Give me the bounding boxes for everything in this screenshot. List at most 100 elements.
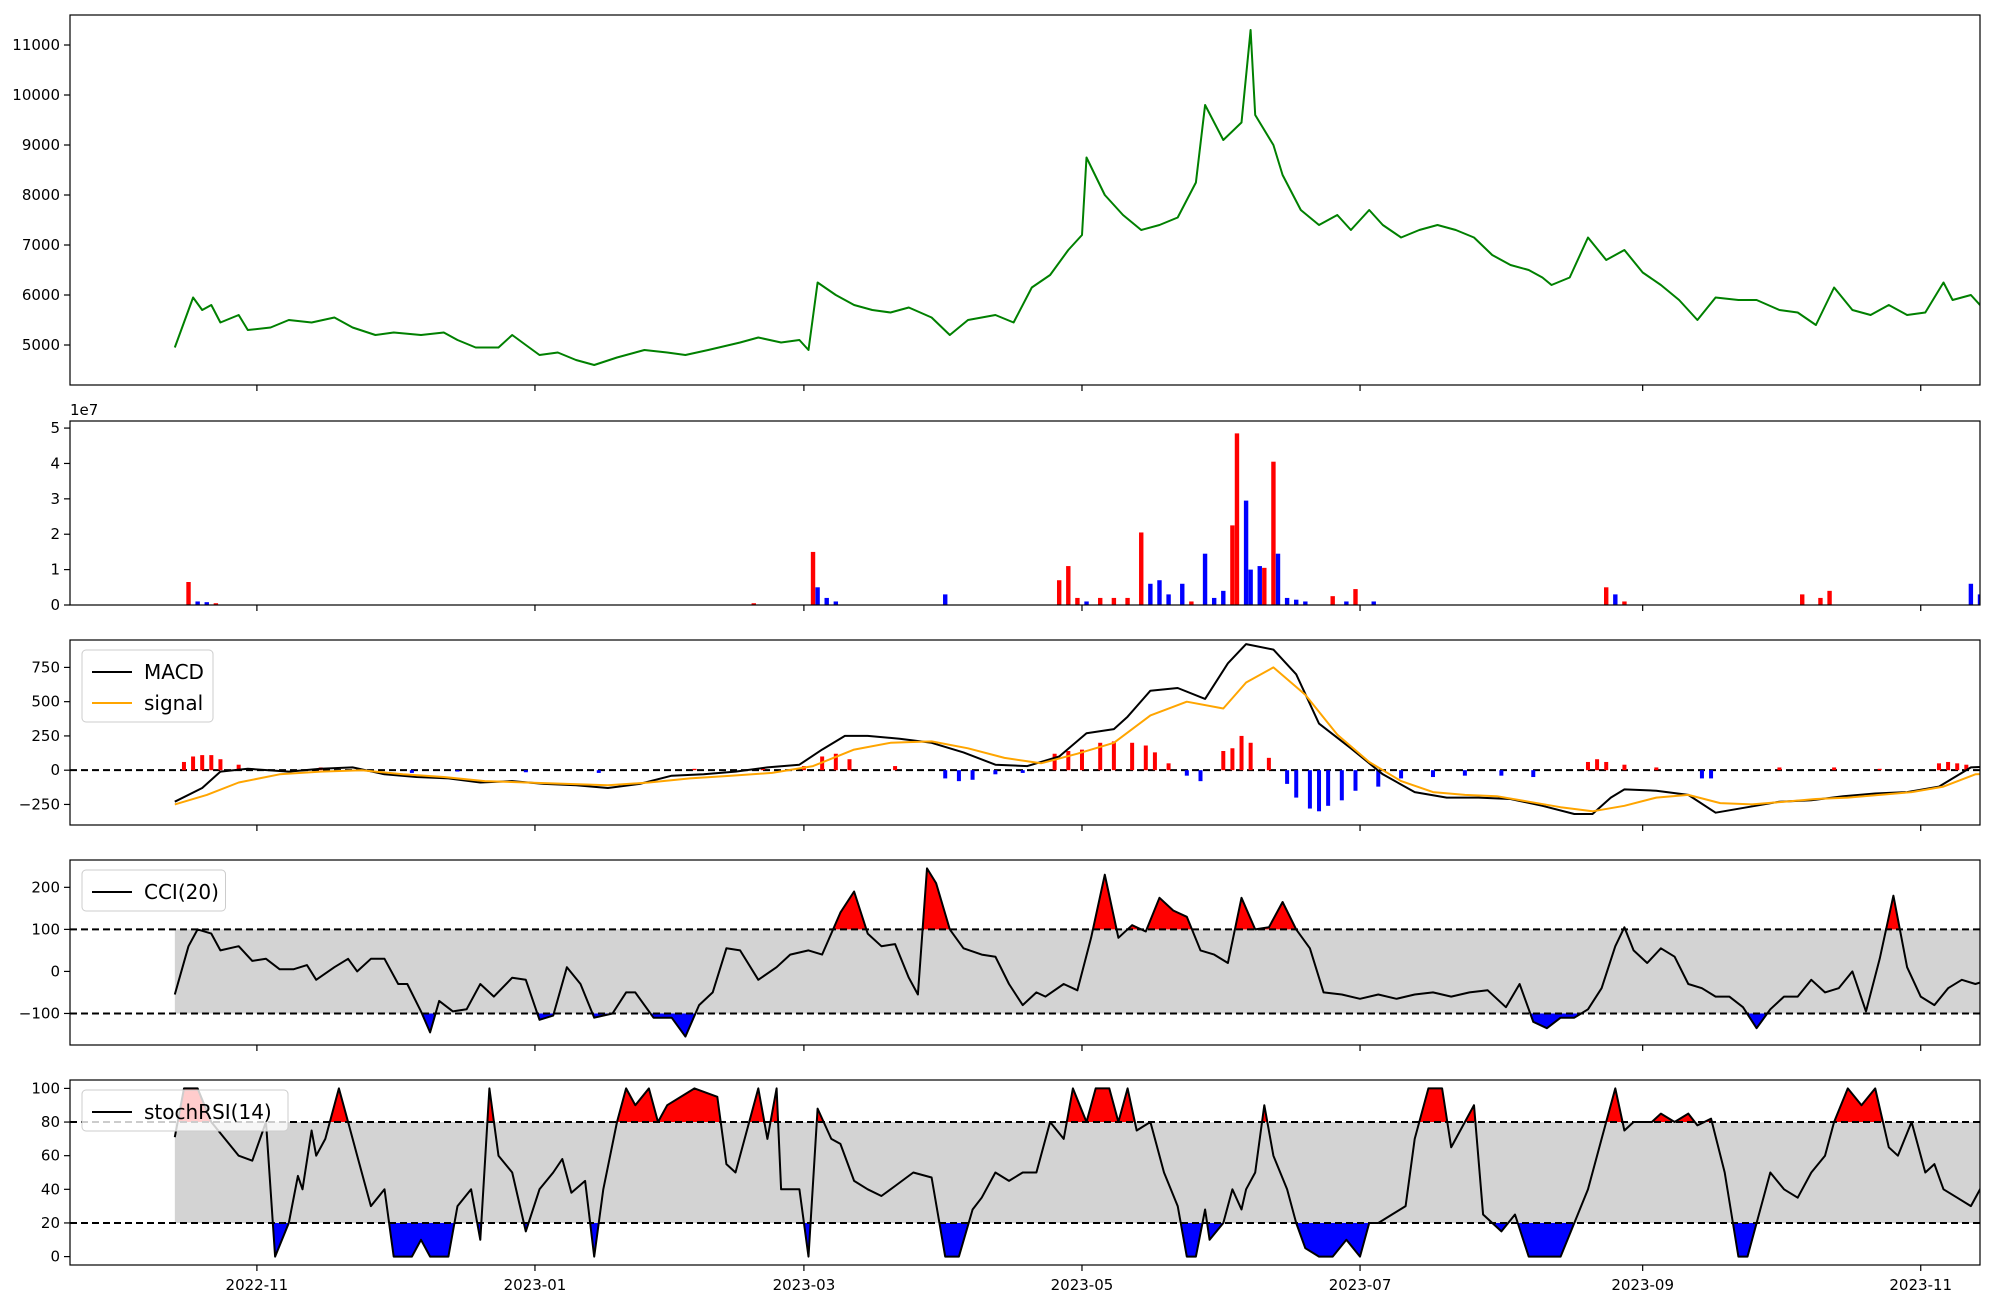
macd-panel: −250 0 250 500 750 MACD signal <box>19 639 1981 831</box>
macd-histogram-bar <box>1111 741 1116 771</box>
volume-bar <box>1371 601 1376 605</box>
volume-bar <box>1221 590 1226 605</box>
volume-y-tick-label: 2 <box>50 525 60 543</box>
volume-bar <box>1604 587 1609 605</box>
macd-series-line <box>174 643 1980 815</box>
macd-legend-label: MACD <box>144 660 204 684</box>
volume-bar <box>1284 597 1290 605</box>
macd-histogram-bar <box>1699 770 1704 779</box>
cci-y-tick-label: −100 <box>19 1004 60 1022</box>
macd-histogram-bar <box>1166 763 1171 771</box>
macd-histogram-bar <box>409 770 414 773</box>
macd-histogram-bar <box>1020 770 1025 773</box>
volume-bar <box>1084 601 1089 605</box>
macd-histogram-bar <box>847 759 852 771</box>
macd-histogram-bar <box>1326 770 1331 806</box>
price-y-tick-label: 9000 <box>22 136 60 154</box>
macd-histogram-bar <box>692 768 697 771</box>
price-axes-frame <box>69 14 1981 386</box>
x-tick-label: 2022-11 <box>226 1276 289 1294</box>
volume-bar <box>1271 461 1276 605</box>
volume-bar <box>1148 583 1153 605</box>
stochrsi-legend-label: stochRSI(14) <box>144 1100 272 1124</box>
macd-histogram-bar <box>1143 745 1148 771</box>
macd-histogram-bar <box>191 756 196 771</box>
volume-bar <box>943 594 948 605</box>
price-y-tick-label: 7000 <box>22 236 60 254</box>
volume-bar <box>1330 596 1335 605</box>
price-y-tick-label: 8000 <box>22 186 60 204</box>
volume-bar <box>1294 599 1299 605</box>
stochrsi-y-tick-label: 100 <box>31 1079 60 1097</box>
macd-axes-frame <box>69 639 1981 826</box>
stochrsi-y-tick-label: 20 <box>41 1214 60 1232</box>
cci-axes-frame <box>69 859 1981 1046</box>
macd-histogram-bar <box>1777 767 1782 771</box>
stochrsi-y-tick-label: 40 <box>41 1180 60 1198</box>
x-tick-label: 2023-05 <box>1051 1276 1114 1294</box>
volume-bar <box>186 582 191 605</box>
cci-band <box>174 929 1980 1014</box>
macd-histogram-bar <box>1130 742 1135 771</box>
macd-y-tick-label: 0 <box>50 761 60 779</box>
volume-bar <box>824 597 829 605</box>
volume-bar <box>1211 597 1217 605</box>
volume-y-tick-label: 4 <box>50 454 60 472</box>
volume-bar <box>1157 580 1162 605</box>
volume-bar <box>1202 553 1208 605</box>
cci-panel: −100 0 100 200 CCI(20) <box>19 859 1981 1051</box>
volume-bar <box>1180 583 1185 605</box>
volume-bar <box>1098 597 1103 605</box>
cci-overbought-fill <box>833 868 1900 930</box>
macd-histogram-bar <box>1307 770 1312 809</box>
x-tick-label: 2023-01 <box>504 1276 567 1294</box>
macd-histogram-bar <box>1499 770 1504 776</box>
x-tick-label: 2023-11 <box>1889 1276 1952 1294</box>
macd-histogram-bar <box>1531 770 1536 778</box>
volume-bar <box>1344 601 1349 605</box>
macd-histogram-bar <box>1595 759 1600 771</box>
macd-histogram-bar <box>1709 770 1714 779</box>
macd-histogram-bar <box>1079 749 1084 771</box>
cci-legend-box <box>81 869 226 912</box>
volume-bar <box>1968 583 1974 605</box>
volume-bar <box>1613 594 1618 605</box>
volume-bar <box>1230 525 1235 605</box>
volume-bar <box>1075 597 1080 605</box>
volume-y-tick-label: 3 <box>50 490 60 508</box>
price-y-tick-label: 11000 <box>12 36 60 54</box>
volume-offset-label: 1e7 <box>70 401 98 419</box>
price-y-tick-label: 10000 <box>12 86 60 104</box>
macd-histogram-bar <box>1376 770 1381 787</box>
cci-plot-area <box>70 867 1980 1038</box>
macd-histogram-bar <box>1052 753 1057 771</box>
volume-axes-frame <box>69 420 1981 606</box>
volume-bar <box>1111 597 1117 605</box>
volume-bar <box>1987 598 1991 605</box>
macd-y-tick-label: 500 <box>31 693 60 711</box>
x-tick-label: 2023-03 <box>773 1276 836 1294</box>
macd-histogram-bar <box>1946 761 1951 771</box>
stochrsi-series-line <box>173 1087 1980 1258</box>
volume-bar <box>1977 594 1980 605</box>
macd-histogram-bar <box>1399 770 1404 779</box>
macd-histogram-bar <box>1955 763 1960 771</box>
macd-y-tick-label: 250 <box>31 727 60 745</box>
volume-bar <box>1234 433 1240 605</box>
price-y-tick-label: 5000 <box>22 336 60 354</box>
volume-bar <box>1056 580 1062 605</box>
macd-histogram-bar <box>1184 770 1189 776</box>
volume-bar <box>1827 590 1832 605</box>
volume-bar <box>213 603 219 605</box>
stochrsi-legend-box <box>81 1089 289 1132</box>
macd-plot-area <box>70 643 1980 815</box>
macd-histogram-bar <box>236 764 241 771</box>
macd-histogram-bar <box>596 770 601 773</box>
cci-y-tick-label: 0 <box>50 962 60 980</box>
volume-y-tick-label: 5 <box>50 419 60 437</box>
macd-histogram-bar <box>993 770 998 775</box>
macd-histogram-bar <box>1239 735 1244 771</box>
macd-histogram-bar <box>218 759 223 771</box>
stochrsi-axes-frame <box>69 1079 1981 1266</box>
